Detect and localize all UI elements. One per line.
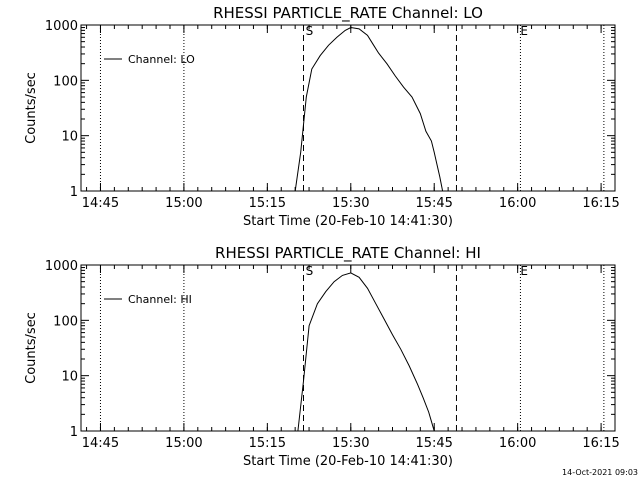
x-tick-label: 16:00 xyxy=(499,196,536,211)
y-tick-label: 10 xyxy=(61,370,78,385)
event-marker-label: E xyxy=(520,24,528,38)
y-tick-label: 1000 xyxy=(45,19,78,34)
y-tick-label: 10 xyxy=(61,130,78,145)
series-line xyxy=(297,272,435,432)
x-tick-label: 15:30 xyxy=(332,196,369,211)
x-tick-label: 15:30 xyxy=(332,436,369,451)
y-tick-label: 1 xyxy=(70,185,78,200)
x-tick-label: 14:45 xyxy=(82,196,119,211)
event-marker-label: S xyxy=(306,264,314,278)
y-tick-label: 1 xyxy=(70,425,78,440)
x-tick-label: 15:45 xyxy=(415,436,452,451)
x-tick-label: 15:15 xyxy=(249,436,286,451)
y-tick-label: 100 xyxy=(53,74,78,89)
x-tick-label: 15:45 xyxy=(415,196,452,211)
x-tick-label: 15:00 xyxy=(165,196,202,211)
y-tick-label: 1000 xyxy=(45,259,78,274)
x-axis-label: Start Time (20-Feb-10 14:41:30) xyxy=(243,214,453,229)
chart-title: RHESSI PARTICLE_RATE Channel: LO xyxy=(213,4,483,23)
legend-label: Channel: LO xyxy=(128,53,195,66)
x-tick-label: 16:15 xyxy=(582,436,619,451)
x-tick-label: 14:45 xyxy=(82,436,119,451)
x-axis-label: Start Time (20-Feb-10 14:41:30) xyxy=(243,454,453,469)
series-line xyxy=(294,26,444,192)
y-axis-label: Counts/sec xyxy=(24,72,39,144)
y-axis-label: Counts/sec xyxy=(24,312,39,384)
footer-timestamp: 14-Oct-2021 09:03 xyxy=(562,468,638,477)
x-tick-label: 16:15 xyxy=(582,196,619,211)
event-marker-label: E xyxy=(520,264,528,278)
y-tick-label: 100 xyxy=(53,314,78,329)
chart-panel-lo: RHESSI PARTICLE_RATE Channel: LO 1 10 100 10… xyxy=(24,4,620,229)
x-tick-label: 16:00 xyxy=(499,436,536,451)
x-tick-label: 15:00 xyxy=(165,436,202,451)
x-tick-label: 15:15 xyxy=(249,196,286,211)
legend-label: Channel: HI xyxy=(128,293,192,306)
plot-frame xyxy=(80,264,616,432)
chart-title: RHESSI PARTICLE_RATE Channel: HI xyxy=(215,244,481,263)
plot-frame xyxy=(80,24,616,192)
chart-panel-hi: RHESSI PARTICLE_RATE Channel: HI 1 10 100 10… xyxy=(24,244,620,469)
event-marker-label: S xyxy=(306,24,314,38)
